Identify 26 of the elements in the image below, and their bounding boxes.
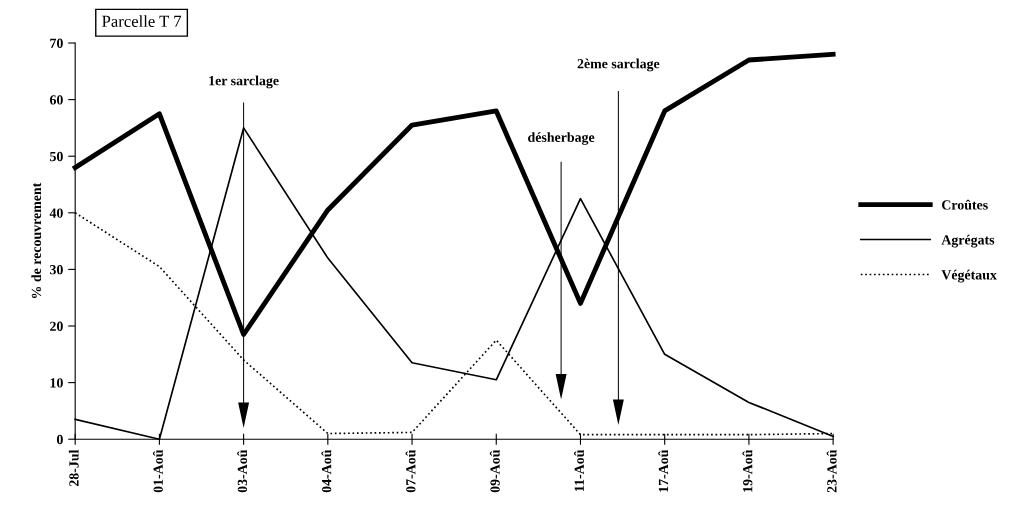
annotation: 2ème sarclage <box>577 58 660 72</box>
x-tick-label: 19-Aoû <box>742 450 753 492</box>
legend-label: Végétaux <box>941 269 997 283</box>
annotation: 1er sarclage <box>209 75 279 89</box>
y-tick-label: 10 <box>50 378 63 388</box>
y-tick-label: 30 <box>50 264 63 275</box>
x-tick-label: 17-Aoû <box>658 450 669 492</box>
legend-label: Croûtes <box>942 199 988 210</box>
annotation: désherbage <box>528 132 595 145</box>
x-tick-label: 11-Aoû <box>574 450 584 491</box>
x-tick-label: 28-Jul <box>68 449 79 487</box>
x-tick-label: 23-Aoû <box>826 450 837 493</box>
y-tick-label: 40 <box>49 208 63 218</box>
y-tick-label: 20 <box>50 321 63 331</box>
legend-label: Agrégats <box>941 234 995 248</box>
y-tick-label: 60 <box>49 95 63 105</box>
y-tick-label: 0 <box>56 434 63 445</box>
y-tick-label: 50 <box>50 151 63 162</box>
x-tick-label: 03-Aoû <box>237 450 248 493</box>
x-tick-label: 07-Aoû <box>405 450 416 493</box>
y-tick-label: 70 <box>50 38 63 48</box>
x-tick-label: 09-Aoû <box>489 450 500 493</box>
chart-title: Parcelle T 7 <box>102 15 182 27</box>
y-axis-title: % de recouvrement <box>31 182 42 299</box>
x-tick-label: 01-Aoû <box>152 450 163 493</box>
x-tick-label: 04-Aoû <box>321 450 332 493</box>
